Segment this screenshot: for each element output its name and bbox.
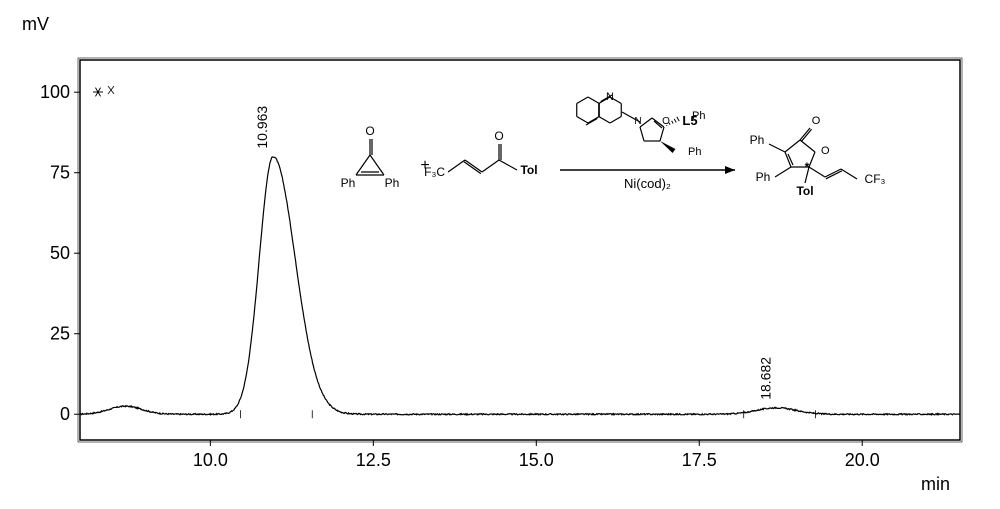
chromatogram-trace [80, 157, 960, 415]
label-Ph: Ph [688, 146, 701, 158]
catalyst-label: Ni(cod)₂ [624, 176, 671, 191]
label-Ph: Ph [385, 176, 400, 190]
atom-O: O [812, 115, 821, 127]
atom-N: N [634, 116, 641, 127]
atom-O: O [821, 145, 830, 157]
atom-N: N [606, 91, 614, 103]
x-tick-label: 15.0 [519, 450, 554, 470]
peak-rt-label: 18.682 [757, 357, 773, 400]
peak-rt-label: 10.963 [254, 106, 270, 149]
y-tick-label: 50 [50, 243, 70, 263]
label-Ph: Ph [756, 170, 771, 184]
y-tick-label: 75 [50, 163, 70, 183]
label-Tol: Tol [796, 184, 813, 198]
atom-O: O [494, 129, 503, 143]
label-Tol: Tol [520, 163, 537, 177]
x-axis-label: min [921, 474, 950, 494]
y-axis-label: mV [22, 14, 49, 34]
x-tick-label: 20.0 [845, 450, 880, 470]
label-CF3: CF₃ [865, 172, 886, 186]
y-tick-label: 100 [40, 82, 70, 102]
reaction-scheme: OPhPh+F₃COTolNi(cod)₂L5NNOPhPhOOPhPh*Tol… [341, 91, 886, 198]
x-tick-label: 10.0 [193, 450, 228, 470]
chromatogram-figure: 0 25 50 75 100 10.0 12.5 15.0 17.5 20.0 mV min 10.96… [0, 0, 1000, 509]
x-tick-label: 12.5 [356, 450, 391, 470]
x-tick-label: 17.5 [682, 450, 717, 470]
atom-O: O [662, 116, 670, 127]
label-CF3: F₃C [424, 165, 445, 179]
label-Ph: Ph [750, 133, 765, 147]
marker-cluster [93, 86, 114, 96]
y-tick-label: 0 [60, 404, 70, 424]
plot-border [80, 60, 960, 440]
label-Ph: Ph [692, 110, 705, 122]
label-Ph: Ph [341, 176, 356, 190]
atom-O: O [365, 124, 374, 138]
y-tick-label: 25 [50, 324, 70, 344]
